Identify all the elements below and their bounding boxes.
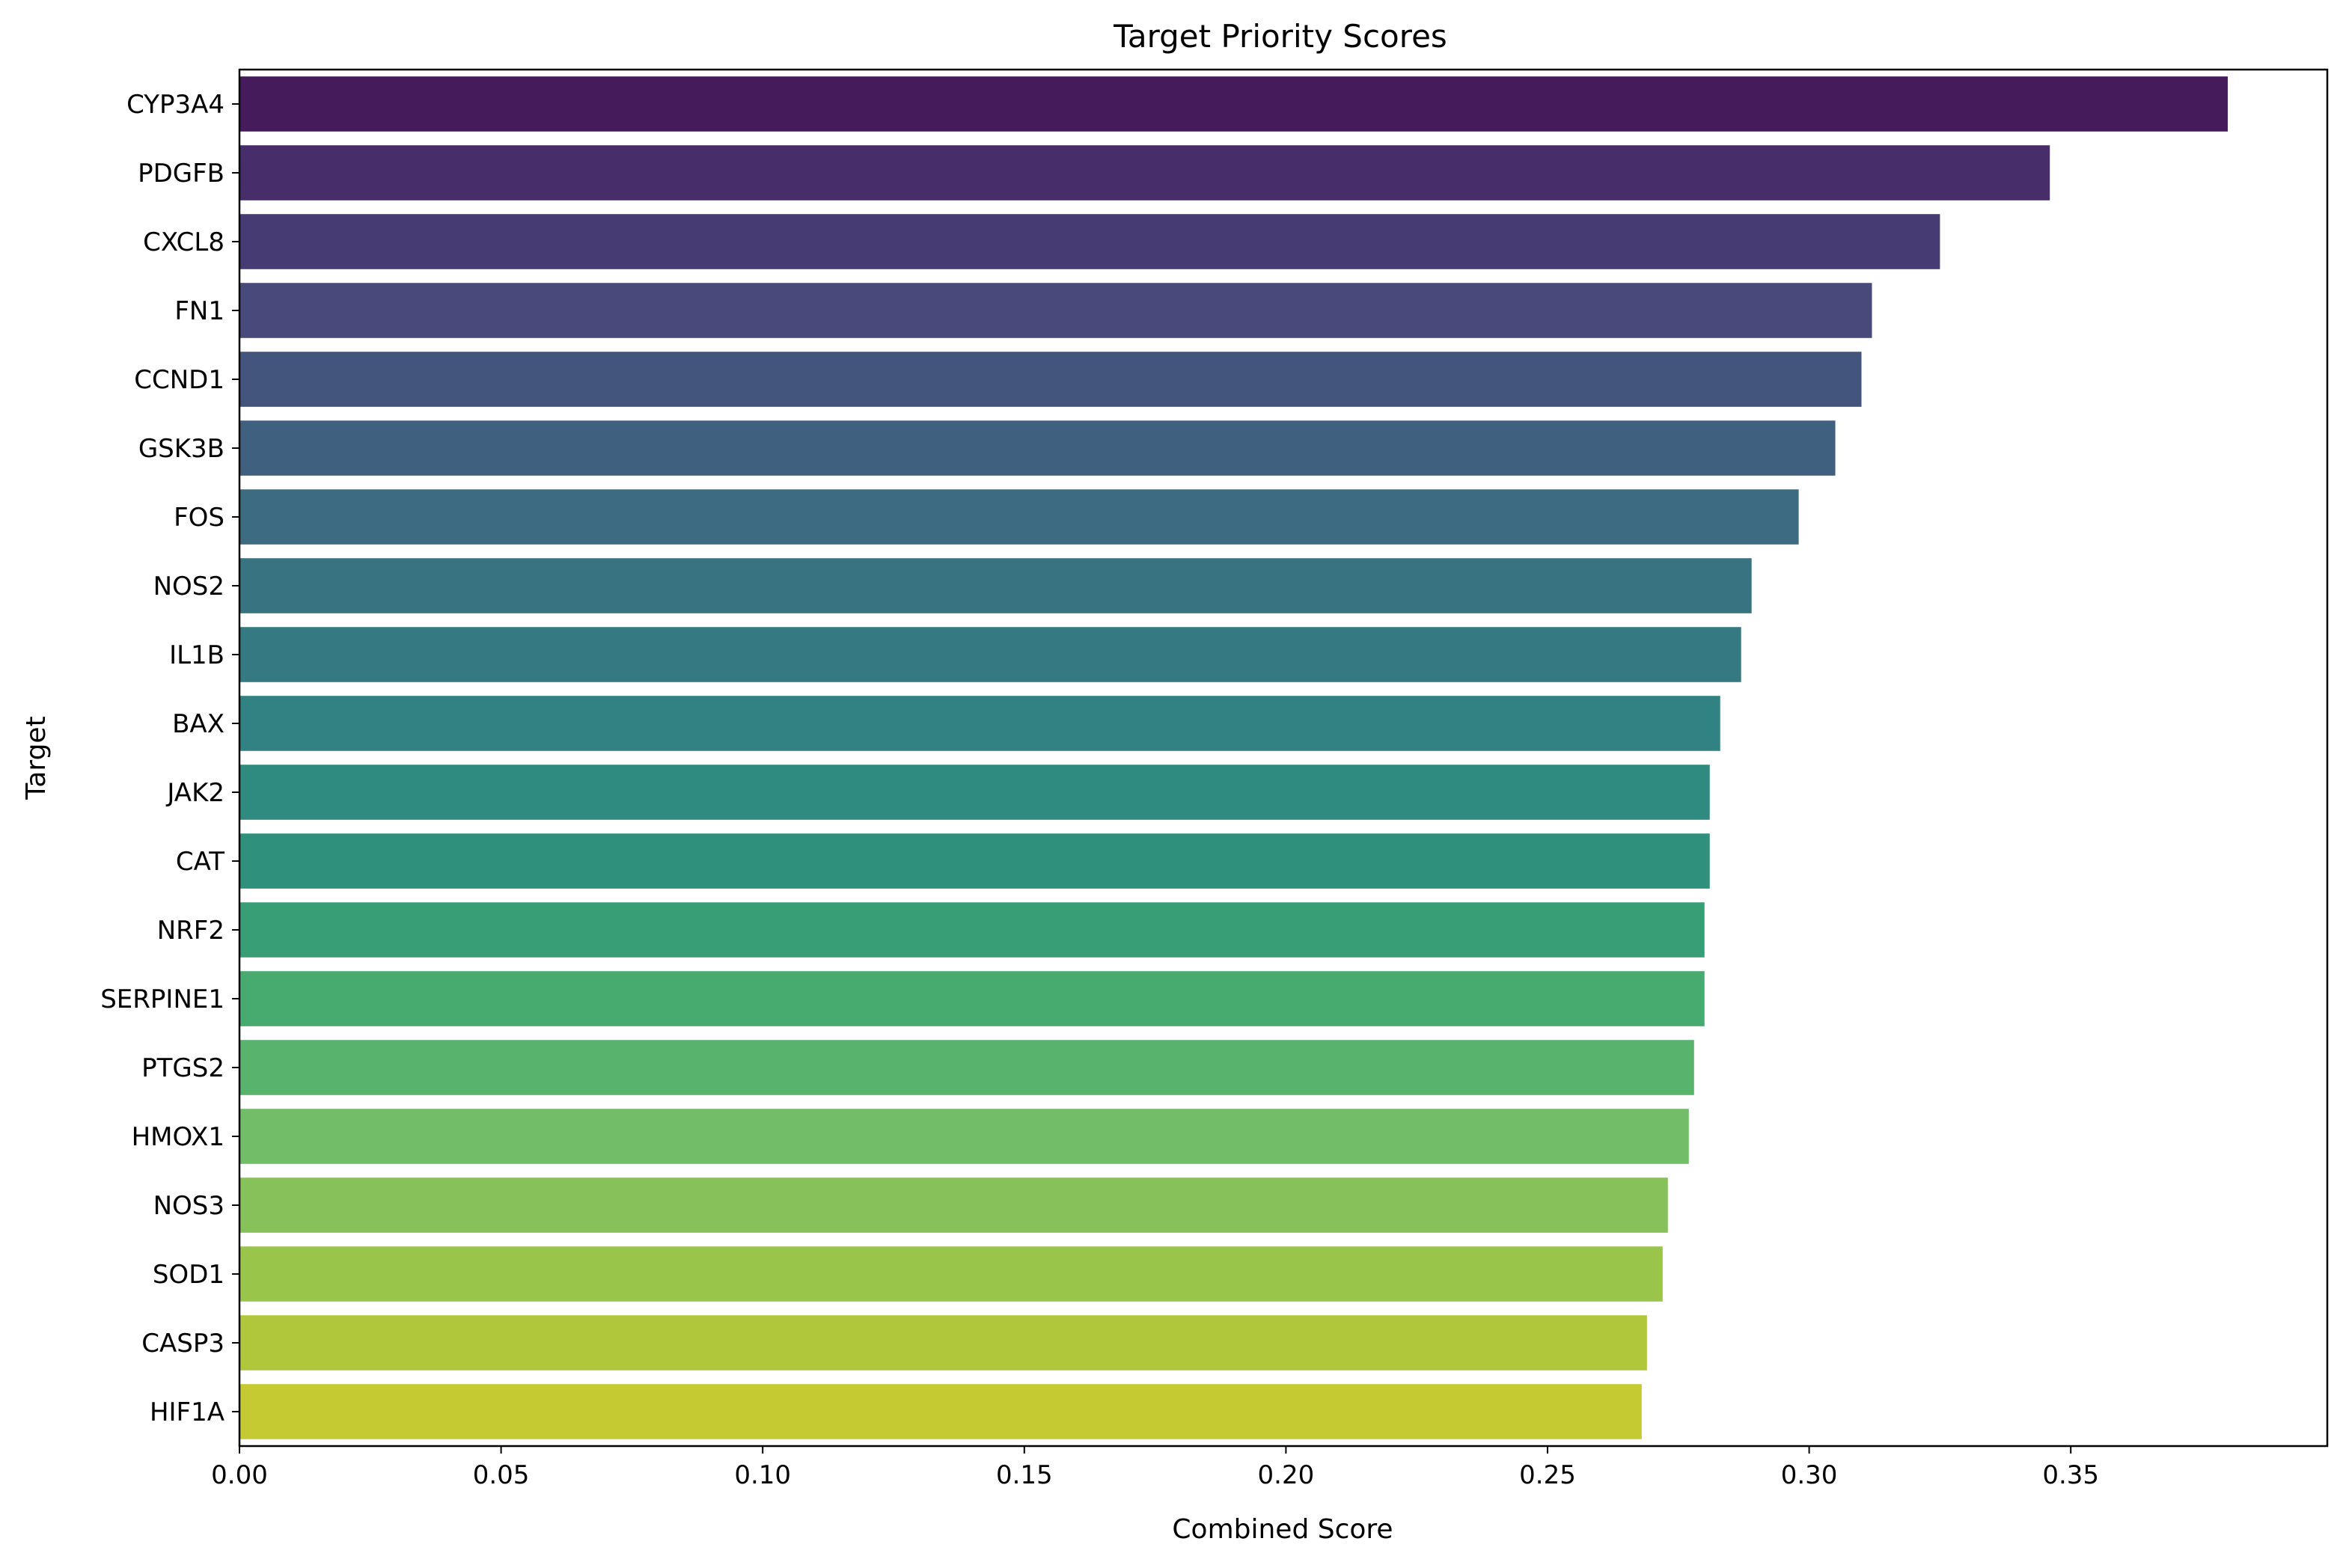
- bar-ptgs2: [239, 1040, 1694, 1095]
- bar-hif1a: [239, 1384, 1642, 1439]
- bar-gsk3b: [239, 420, 1836, 476]
- y-tick-label: HIF1A: [150, 1397, 224, 1427]
- x-tick-label: 0.00: [211, 1460, 268, 1490]
- x-tick-label: 0.35: [2042, 1460, 2099, 1490]
- x-axis-ticks: 0.00 0.05 0.10 0.15 0.20 0.25 0.30 0.35: [211, 1446, 2099, 1490]
- bar-sod1: [239, 1246, 1663, 1302]
- plot-frame: [238, 68, 2329, 1448]
- bar-fos: [239, 489, 1799, 545]
- bar-cxcl8: [239, 214, 1940, 269]
- y-tick-label: FOS: [174, 503, 224, 533]
- bar-serpine1: [239, 971, 1705, 1026]
- y-tick-label: JAK2: [165, 778, 224, 808]
- bar-nos2: [239, 558, 1752, 613]
- bar-cat: [239, 833, 1710, 889]
- y-tick-label: SOD1: [153, 1260, 224, 1290]
- x-axis-label: Combined Score: [1172, 1514, 1393, 1545]
- y-tick-label: NOS3: [153, 1191, 224, 1221]
- bar-nrf2: [239, 902, 1705, 958]
- bar-jak2: [239, 765, 1710, 820]
- y-tick-label: PDGFB: [138, 159, 224, 189]
- y-tick-label: HMOX1: [132, 1122, 224, 1152]
- y-tick-label: CASP3: [141, 1329, 224, 1359]
- y-axis-label: Target: [21, 716, 52, 800]
- x-tick-label: 0.25: [1519, 1460, 1576, 1490]
- y-tick-label: CXCL8: [143, 227, 224, 257]
- y-tick-label: BAX: [172, 709, 224, 739]
- y-tick-label: NOS2: [153, 572, 224, 601]
- x-tick-label: 0.30: [1781, 1460, 1838, 1490]
- bar-cyp3a4: [239, 76, 2228, 132]
- bar-casp3: [239, 1315, 1647, 1371]
- bar-ccnd1: [239, 352, 1862, 407]
- bar-fn1: [239, 283, 1872, 338]
- y-tick-label: SERPINE1: [100, 984, 224, 1014]
- bar-il1b: [239, 627, 1741, 682]
- x-tick-label: 0.10: [734, 1460, 791, 1490]
- x-tick-label: 0.20: [1258, 1460, 1315, 1490]
- y-tick-label: CAT: [176, 847, 224, 877]
- y-tick-label: PTGS2: [141, 1053, 224, 1083]
- y-tick-label: IL1B: [169, 640, 224, 670]
- y-tick-label: FN1: [174, 296, 224, 326]
- y-tick-label: CCND1: [134, 365, 224, 395]
- y-axis-ticks: CYP3A4 PDGFB CXCL8 FN1 CCND1 GSK3B FOS NOS2 IL1B…: [100, 90, 239, 1427]
- bar-nos3: [239, 1177, 1668, 1233]
- y-tick-label: NRF2: [157, 916, 224, 946]
- y-tick-label: CYP3A4: [126, 90, 224, 120]
- bar-hmox1: [239, 1109, 1689, 1164]
- bar-pdgfb: [239, 145, 2050, 200]
- y-tick-label: GSK3B: [138, 434, 224, 464]
- x-tick-label: 0.05: [473, 1460, 530, 1490]
- x-tick-label: 0.15: [996, 1460, 1053, 1490]
- bars-group: [239, 76, 2228, 1439]
- chart-title: Target Priority Scores: [1113, 18, 1447, 55]
- bar-bax: [239, 696, 1720, 751]
